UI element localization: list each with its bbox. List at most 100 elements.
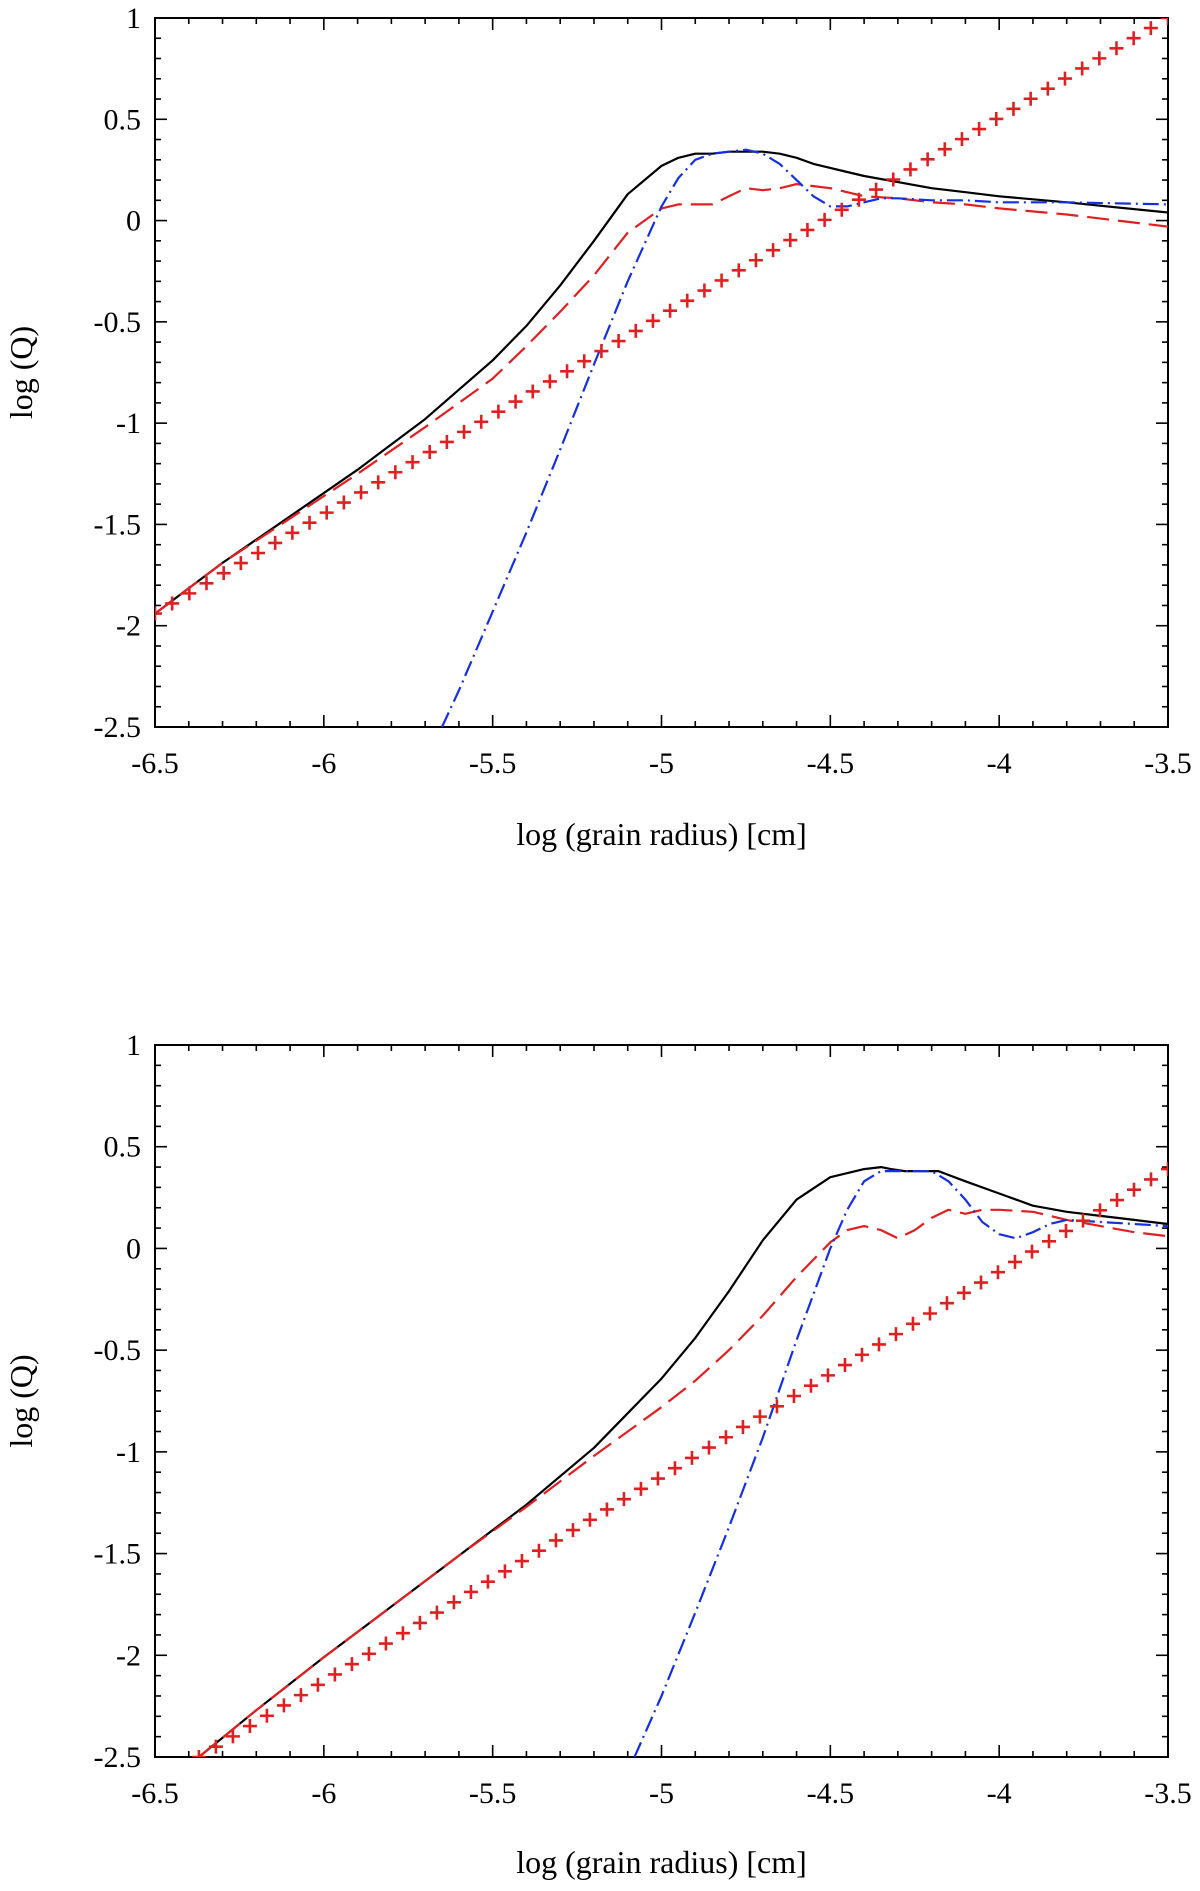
plus-marker (310, 1677, 325, 1692)
plus-marker (371, 475, 386, 490)
plus-marker (429, 1605, 444, 1620)
plus-marker (1023, 91, 1038, 106)
plus-marker (650, 1471, 665, 1486)
plus-marker (1127, 1182, 1141, 1197)
top-panel: -6.5 -6 -5.5 -5 -4.5 -4 -3.5 -2.5 -2 -1.5 -1 -0.5 0 0… (3, 2, 1192, 852)
plot-data (191, 1162, 1168, 1757)
x-tick-label: -5.5 (469, 1777, 517, 1810)
plus-marker (182, 586, 197, 601)
plus-marker (1109, 1193, 1124, 1208)
plus-marker (1041, 1234, 1056, 1249)
plus-marker (1161, 18, 1168, 25)
plus-marker (548, 1533, 563, 1548)
plus-marker (1075, 1213, 1090, 1228)
plus-marker (439, 434, 454, 449)
plus-marker (1075, 61, 1090, 76)
x-tick-label: -6 (311, 1777, 336, 1810)
plus-marker (973, 1275, 988, 1290)
plus-marker (405, 455, 420, 470)
plus-marker (344, 1657, 359, 1672)
plot-data (155, 18, 1168, 727)
plus-marker (361, 1646, 376, 1661)
y-tick-label: -2.5 (94, 711, 142, 744)
plus-marker (480, 1574, 495, 1589)
plus-marker (216, 566, 231, 581)
plus-marker (748, 253, 763, 268)
plus-marker (854, 1347, 869, 1362)
plus-marker (225, 1729, 240, 1744)
y-tick-label: 0 (126, 1232, 141, 1265)
plus-marker (871, 1337, 886, 1352)
plus-marker (1144, 1172, 1158, 1187)
plus-marker (1092, 1203, 1107, 1218)
plus-marker (378, 1636, 393, 1651)
x-tick-label: -3.5 (1144, 1777, 1192, 1810)
plus-marker (276, 1698, 291, 1713)
series-line-absorption (155, 183, 1168, 615)
y-tick-label: -0.5 (94, 1334, 142, 1367)
y-tick-label: -2 (116, 1639, 141, 1672)
plus-marker (851, 192, 866, 207)
plus-marker (766, 243, 781, 258)
y-tick-label: 0 (126, 205, 141, 238)
y-tick-label: -0.5 (94, 306, 142, 339)
plus-marker (531, 1543, 546, 1558)
plus-marker (684, 1450, 699, 1465)
y-tick-label: -1 (116, 407, 141, 440)
plus-marker (611, 334, 626, 349)
plus-marker (233, 556, 248, 571)
plus-marker (422, 445, 437, 460)
plus-marker (731, 263, 746, 278)
plus-marker (817, 212, 832, 227)
plus-marker (667, 1461, 682, 1476)
plus-marker (565, 1523, 580, 1538)
plus-marker (1143, 21, 1158, 36)
bottom-panel: -6.5 -6 -5.5 -5 -4.5 -4 -3.5 -2.5 -2 -1.5 -1 -0.5 0 0… (3, 1029, 1192, 1880)
x-axis-label: log (grain radius) [cm] (516, 1844, 807, 1880)
plus-marker (645, 313, 660, 328)
plus-marker (1092, 51, 1107, 66)
y-tick-label: -1.5 (94, 508, 142, 541)
plus-marker (1126, 31, 1141, 46)
plus-marker (905, 1316, 920, 1331)
plus-marker (463, 1584, 478, 1599)
plus-marker (155, 606, 162, 621)
plus-marker (446, 1595, 461, 1610)
plus-marker (293, 1688, 308, 1703)
plus-marker (834, 202, 849, 217)
plus-marker (1024, 1244, 1039, 1259)
plus-marker (1161, 1162, 1168, 1177)
series-line-scattering (441, 148, 1168, 727)
plus-marker (922, 1306, 937, 1321)
x-tick-label: -5 (649, 747, 674, 780)
plus-marker (395, 1626, 410, 1641)
x-tick-label: -6.5 (131, 747, 179, 780)
plus-marker (1006, 101, 1021, 116)
series-line-scattering (633, 1170, 1168, 1757)
plus-marker (697, 283, 712, 298)
plus-marker (242, 1719, 257, 1734)
plus-marker (560, 364, 575, 379)
plus-marker (491, 404, 506, 419)
plus-marker (869, 182, 884, 197)
plus-marker (199, 576, 214, 591)
plus-marker (954, 132, 969, 147)
x-tick-label: -5 (649, 1777, 674, 1810)
plus-marker (783, 233, 798, 248)
plus-marker (886, 172, 901, 187)
plus-marker (594, 344, 609, 359)
plus-marker (663, 303, 678, 318)
x-tick-label: -4 (987, 1777, 1012, 1810)
y-tick-label: 1 (126, 1029, 141, 1062)
plus-marker (354, 485, 369, 500)
plus-marker (208, 1739, 223, 1754)
plus-marker (285, 525, 300, 540)
plus-marker (1057, 71, 1072, 86)
y-tick-label: -2 (116, 610, 141, 643)
plus-marker (599, 1502, 614, 1517)
x-tick-label: -6 (311, 747, 336, 780)
series-small-particle-limit (155, 18, 1168, 621)
plus-marker (803, 1378, 818, 1393)
series-small-particle-limit (191, 1162, 1168, 1757)
